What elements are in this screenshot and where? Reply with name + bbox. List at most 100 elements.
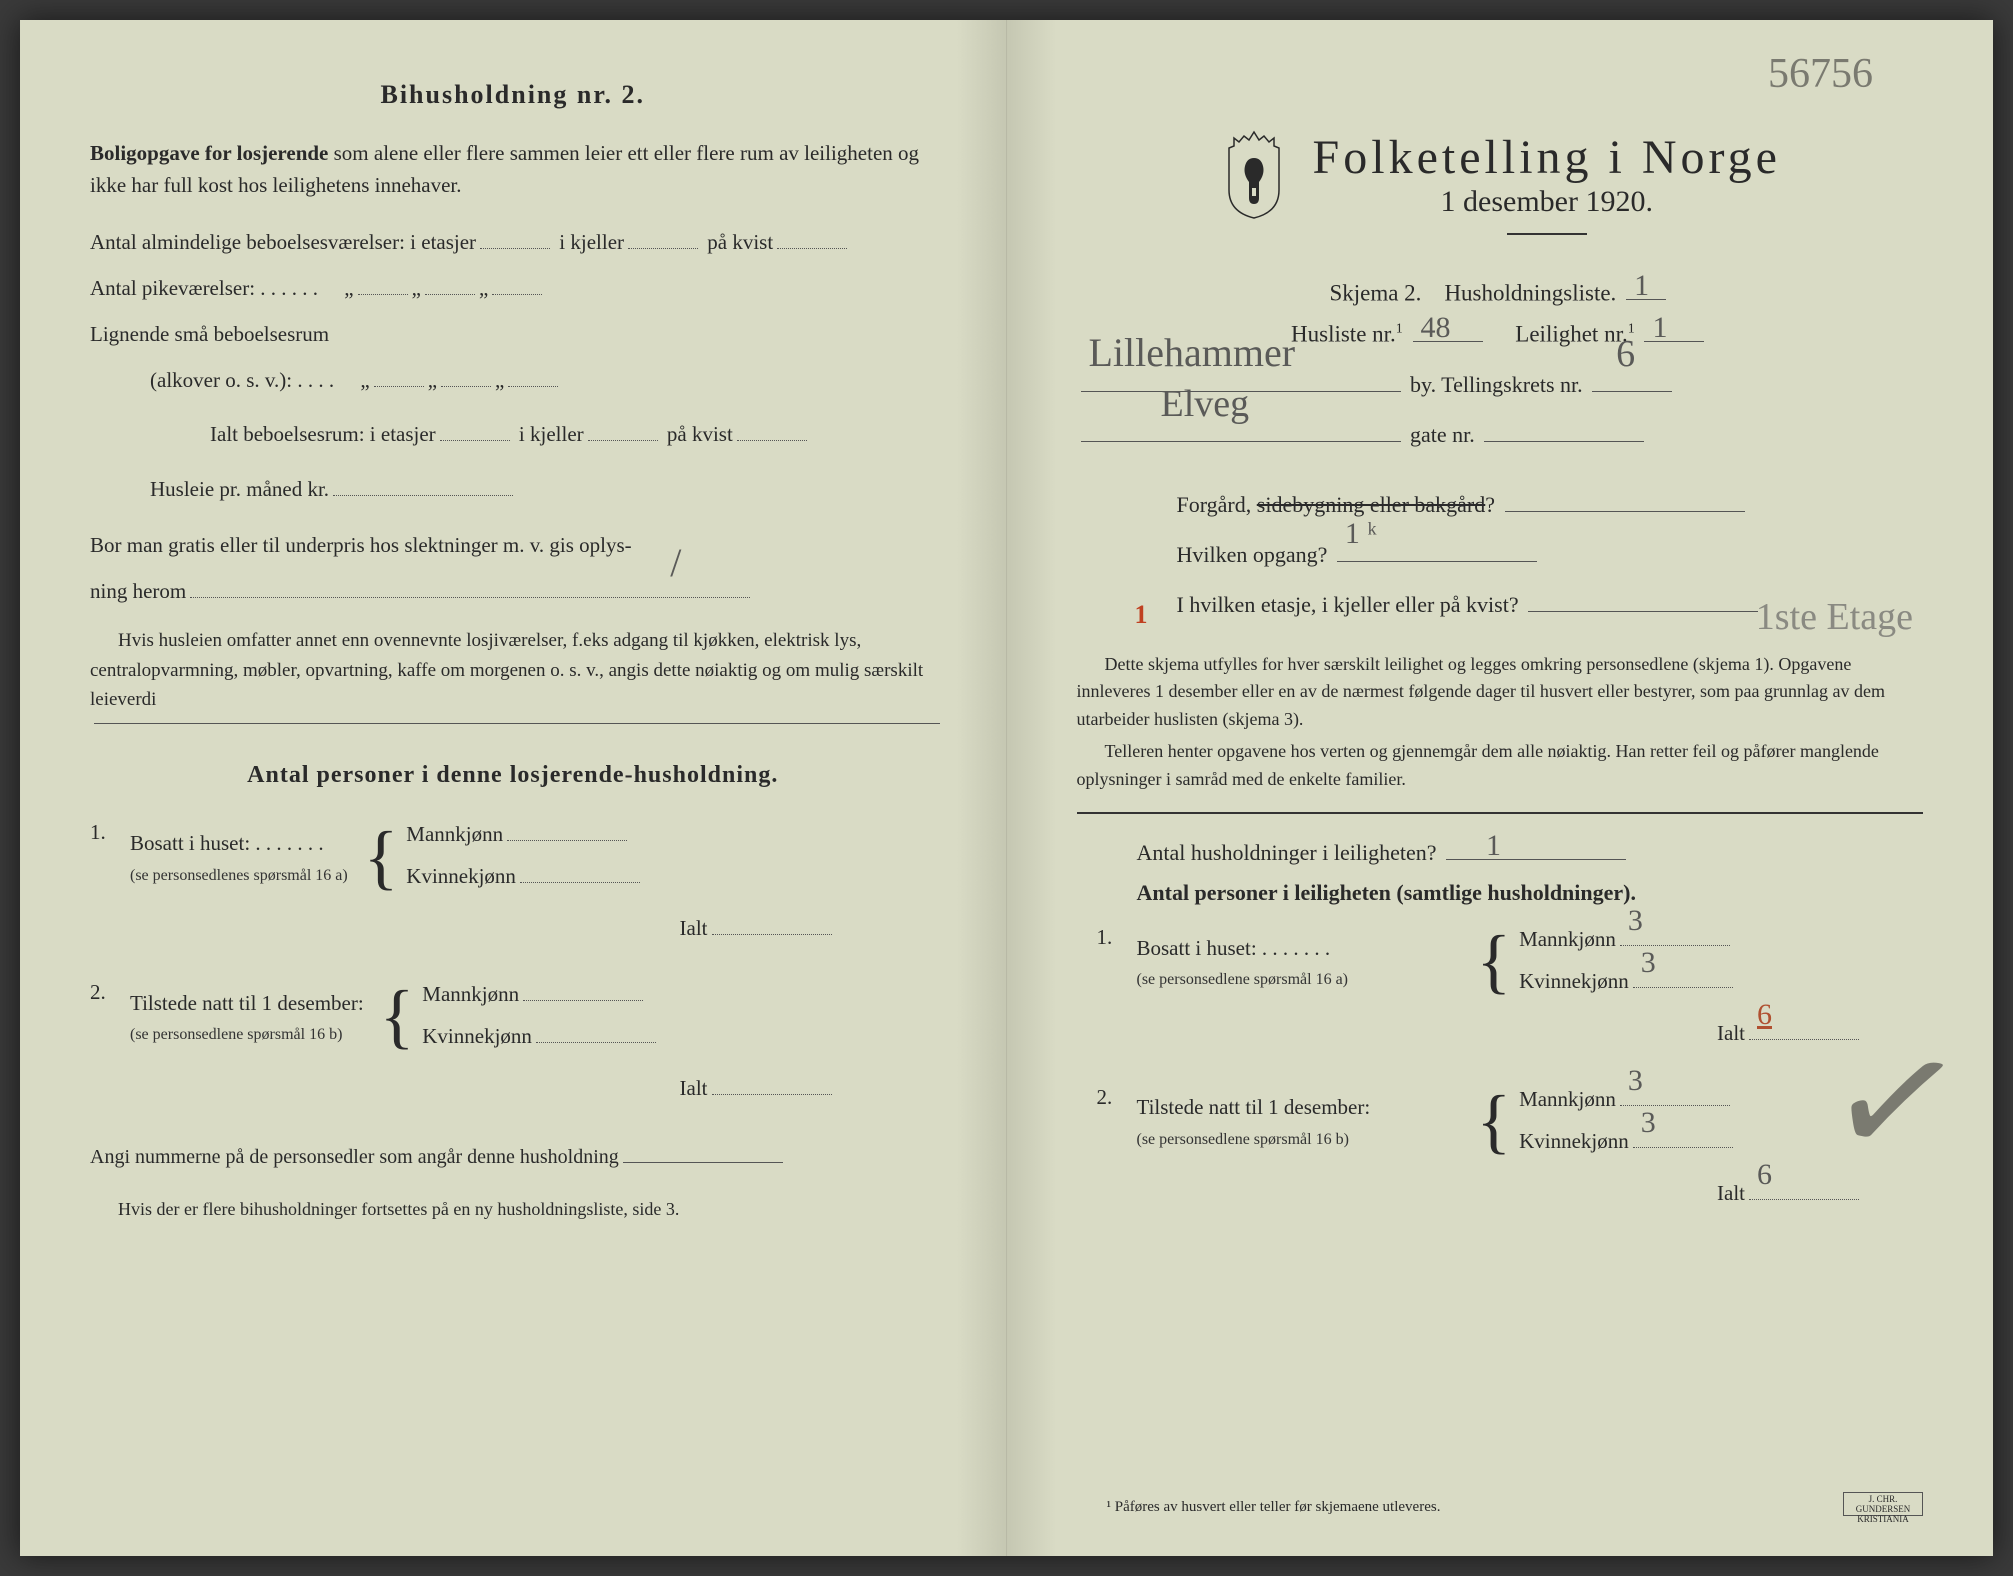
brace-icon: { [1477, 933, 1512, 991]
l3a: Lignende små beboelsesrum [90, 322, 329, 346]
row-opgang: Hvilken opgang? 1 ᵏ [1177, 532, 1924, 578]
skjema-a: Skjema 2. [1329, 280, 1421, 305]
ialt-label: Ialt [680, 916, 708, 940]
row-husleie: Husleie pr. måned kr. [150, 470, 936, 510]
blank [588, 417, 658, 440]
brace-block-2: Tilstede natt til 1 desember: (se person… [130, 975, 936, 1059]
main-title: Folketelling i Norge [1313, 130, 1781, 185]
r-brace-2: Tilstede natt til 1 desember: (se person… [1137, 1080, 1924, 1164]
r-item1-label: Bosatt i huset: . . . . . . . [1137, 931, 1461, 967]
skjema-b: Husholdningsliste. [1444, 280, 1616, 305]
ialt-label: Ialt [1717, 1021, 1745, 1045]
skjema-hand: 1 [1634, 269, 1649, 303]
row-etasje: 1 I hvilken etasje, i kjeller eller på k… [1177, 582, 1924, 628]
val-kv1: 3 [1641, 934, 1656, 991]
left-title: Bihusholdning nr. 2. [90, 80, 936, 110]
blank [1484, 418, 1644, 442]
left-note: Hvis husleien omfatter annet enn ovennev… [90, 626, 936, 714]
q3: I hvilken etasje, i kjeller eller på kvi… [1177, 592, 1519, 617]
right-page: 56756 Folketelling i Norge 1 desember 19… [1007, 20, 1994, 1556]
blank [737, 417, 807, 440]
q4-hand: 1 [1486, 829, 1501, 863]
blank [623, 1141, 783, 1163]
row-gratis-b: ning herom/ [90, 572, 936, 612]
r-item1-sub: (se personsedlene spørsmål 16 a) [1137, 966, 1461, 993]
blank [712, 1072, 832, 1095]
item1-sub: (se personsedlenes spørsmål 16 a) [130, 862, 348, 889]
l4c: på kvist [667, 422, 733, 446]
row-forgard: Forgård, sidebygning eller bakgård? [1177, 482, 1924, 528]
document-spread: Bihusholdning nr. 2. Boligopgave for los… [20, 20, 1993, 1556]
divider-full [1077, 812, 1924, 814]
left-list: 1. Bosatt i huset: . . . . . . . (se per… [90, 815, 936, 1114]
left-foot1: Angi nummerne på de personsedler som ang… [90, 1141, 936, 1169]
coat-of-arms-icon [1219, 130, 1289, 220]
ialt-label: Ialt [680, 1076, 708, 1100]
row-gratis-a: Bor man gratis eller til underpris hos s… [90, 526, 936, 566]
krets-hand: 6 [1616, 315, 1635, 395]
r-item2-label: Tilstede natt til 1 desember: [1137, 1090, 1461, 1126]
blank: 1 [1626, 275, 1666, 300]
val-kv2: 3 [1641, 1094, 1656, 1151]
kvinne-label: Kvinnekjønn [422, 1024, 532, 1048]
skjema-line: Skjema 2. Husholdningsliste. 1 [1077, 275, 1924, 306]
l1c: på kvist [707, 230, 773, 254]
mann-label: Mannkjønn [1519, 1087, 1616, 1111]
mann-label: Mannkjønn [1519, 927, 1616, 951]
by-label: by. Tellingskrets nr. [1410, 372, 1583, 397]
para2: Telleren henter opgavene hos verten og g… [1077, 738, 1924, 794]
ialt-label: Ialt [1717, 1181, 1745, 1205]
blank: 48 [1413, 316, 1483, 341]
husliste-hand: 48 [1421, 311, 1451, 345]
num-1: 1. [90, 815, 130, 955]
row-gate: Elveg gate nr. [1077, 412, 1924, 458]
blank [480, 226, 550, 249]
row-rooms: Antal almindelige beboelsesværelser: i e… [90, 223, 936, 263]
r-item-1: 1. Bosatt i huset: . . . . . . . (se per… [1097, 920, 1924, 1060]
blank [492, 272, 542, 295]
l3b: (alkover o. s. v.): . . . . [150, 368, 334, 392]
val-ialt2: 6 [1757, 1146, 1772, 1203]
row-ialt-rooms: Ialt beboelsesrum: i etasjer i kjeller p… [210, 415, 936, 455]
kvinne-label: Kvinnekjønn [1519, 969, 1629, 993]
blank [712, 912, 832, 935]
q5-text: Antal personer i leiligheten (samtlige h… [1137, 880, 1637, 905]
info-block: Lillehammer by. Tellingskrets nr. 6 Elve… [1077, 362, 1924, 629]
mann-label: Mannkjønn [406, 822, 503, 846]
husliste-a: Husliste nr. [1291, 322, 1396, 347]
brace-icon: { [380, 988, 415, 1046]
archive-number-handwriting: 56756 [1768, 50, 1873, 98]
blank: 3 [1620, 923, 1730, 946]
blank [507, 818, 627, 841]
l5: Husleie pr. måned kr. [150, 477, 329, 501]
blank [628, 226, 698, 249]
mann-label: Mannkjønn [422, 982, 519, 1006]
row-alkover-a: Lignende små beboelsesrum [90, 315, 936, 355]
item2-sub: (se personsedlene spørsmål 16 b) [130, 1021, 364, 1048]
q3-hand: 1ste Etage [1756, 578, 1913, 658]
num-1: 1. [1097, 920, 1137, 1060]
kvinne-label: Kvinnekjønn [1519, 1129, 1629, 1153]
blank [1505, 488, 1745, 512]
item1-label: Bosatt i huset: . . . . . . . [130, 826, 348, 862]
leilighet-hand: 1 [1652, 311, 1667, 345]
gate-label: gate nr. [1410, 422, 1475, 447]
brace-icon: { [1477, 1093, 1512, 1151]
q1a: Forgård, [1177, 492, 1257, 517]
blank [333, 473, 513, 496]
r-item-2: 2. Tilstede natt til 1 desember: (se per… [1097, 1080, 1924, 1220]
kvinne-label: Kvinnekjønn [406, 864, 516, 888]
blank [523, 978, 643, 1001]
q2: Hvilken opgang? [1177, 542, 1328, 567]
gate-hand: Elveg [1161, 365, 1250, 445]
num-2: 2. [90, 975, 130, 1115]
para1: Dette skjema utfylles for hver særskilt … [1077, 651, 1924, 735]
row-alkover-b: (alkover o. s. v.): . . . . „„„ [150, 361, 936, 401]
blank: 6 [1592, 367, 1672, 391]
list-item-1: 1. Bosatt i huset: . . . . . . . (se per… [90, 815, 936, 955]
foot1-text: Angi nummerne på de personsedler som ang… [90, 1146, 619, 1168]
brace-block-1: Bosatt i huset: . . . . . . . (se person… [130, 815, 936, 899]
printer-mark: J. CHR. GUNDERSENKRISTIANIA [1843, 1492, 1923, 1516]
right-list: 1. Bosatt i huset: . . . . . . . (se per… [1097, 920, 1924, 1219]
num-2: 2. [1097, 1080, 1137, 1220]
